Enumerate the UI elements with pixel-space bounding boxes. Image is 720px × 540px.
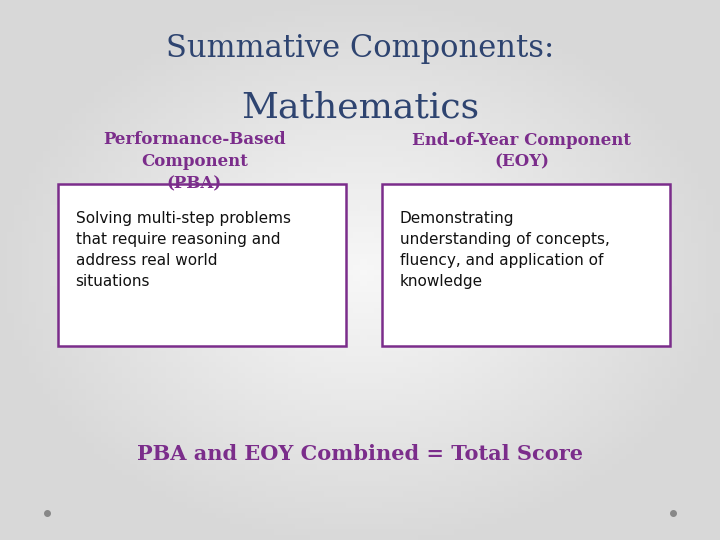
Text: PBA and EOY Combined = Total Score: PBA and EOY Combined = Total Score xyxy=(137,443,583,464)
FancyBboxPatch shape xyxy=(382,184,670,346)
Text: End-of-Year Component
(EOY): End-of-Year Component (EOY) xyxy=(413,132,631,171)
Text: Summative Components:: Summative Components: xyxy=(166,33,554,64)
Text: Solving multi-step problems
that require reasoning and
address real world
situat: Solving multi-step problems that require… xyxy=(76,211,291,288)
Text: Mathematics: Mathematics xyxy=(241,91,479,125)
Text: Performance-Based
Component
(PBA): Performance-Based Component (PBA) xyxy=(103,131,286,193)
FancyBboxPatch shape xyxy=(58,184,346,346)
Text: Demonstrating
understanding of concepts,
fluency, and application of
knowledge: Demonstrating understanding of concepts,… xyxy=(400,211,609,288)
